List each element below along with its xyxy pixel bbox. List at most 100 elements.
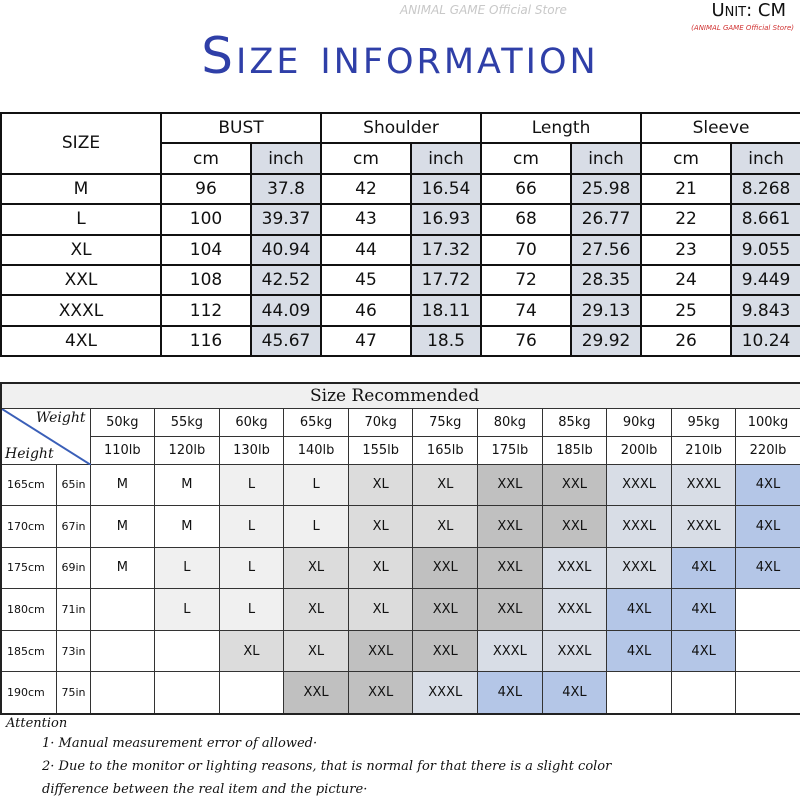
- size-cell: [154, 671, 220, 715]
- cm-cell: 47: [320, 324, 412, 358]
- size-cell: 4XL: [477, 671, 543, 715]
- weight-label: Weight: [35, 409, 86, 426]
- inch-cell: 25.98: [570, 172, 643, 206]
- size-cell: XL: [347, 463, 414, 507]
- size-cell: XL: [412, 463, 479, 507]
- group-header: Shoulder: [319, 111, 483, 145]
- table-row: 175cm 69in M L L XL XL XXL XXL XXXL XXXL 4XL 4XL: [0, 546, 800, 590]
- weight-kg-header: 65kg: [283, 407, 349, 437]
- size-cell: XL: [347, 505, 414, 548]
- size-cell: [218, 671, 285, 715]
- inch-cell: 28.35: [570, 263, 643, 297]
- unit-header-inch: inch: [409, 142, 483, 175]
- size-cell: M: [89, 463, 156, 507]
- size-cell: M: [89, 546, 156, 590]
- weight-kg-header: 80kg: [477, 407, 543, 437]
- notes: Attention 1· Manual measurement error of…: [6, 716, 611, 801]
- unit-header-inch: inch: [570, 142, 643, 175]
- inch-cell: 39.37: [250, 203, 322, 236]
- title-row: Size Recommended: [0, 382, 800, 409]
- inch-cell: 9.055: [730, 233, 800, 266]
- size-cell: L: [283, 505, 349, 548]
- size-cell: M: [154, 463, 220, 507]
- weight-kg-header: 90kg: [606, 407, 672, 437]
- unit-header-cm: cm: [480, 142, 573, 175]
- inch-cell: 37.8: [250, 172, 322, 206]
- cm-cell: 68: [480, 203, 573, 236]
- weight-lb-header: 210lb: [670, 435, 737, 465]
- height-cm: 190cm: [0, 671, 57, 715]
- size-cell: XXXL: [412, 671, 479, 715]
- size-cell: [735, 588, 800, 631]
- size-cell: M: [0, 172, 162, 206]
- size-cell: XXL: [477, 463, 543, 507]
- height-cm: 175cm: [0, 546, 57, 590]
- size-cell: XXXL: [606, 505, 672, 548]
- table-row: 4XL 116 45.67 47 18.5 76 29.92 26 10.24: [0, 324, 800, 358]
- unit-label: Unit: CM: [711, 0, 786, 21]
- size-cell: 4XL: [735, 546, 800, 590]
- height-in: 67in: [55, 505, 91, 548]
- unit-header-cm: cm: [320, 142, 412, 175]
- cm-cell: 21: [640, 172, 733, 206]
- height-cm: 180cm: [0, 588, 57, 631]
- size-cell: 4XL: [541, 671, 608, 715]
- size-cell: XXXL: [0, 294, 162, 327]
- size-cell: XXL: [283, 671, 349, 715]
- size-cell: [89, 671, 156, 715]
- inch-cell: 18.11: [409, 294, 483, 327]
- weight-lb-header: 200lb: [606, 435, 672, 465]
- cm-cell: 104: [160, 233, 252, 266]
- inch-cell: 27.56: [570, 233, 643, 266]
- size-cell: L: [218, 546, 285, 590]
- table-row: M 96 37.8 42 16.54 66 25.98 21 8.268: [0, 172, 800, 206]
- note-item: 1· Manual measurement error of allowed·: [42, 736, 318, 751]
- weight-lb-row: 110lb 120lb 130lb 140lb 155lb 165lb 175lb 185lb…: [1, 435, 800, 465]
- size-cell: XL: [347, 546, 414, 590]
- inch-cell: 10.24: [730, 324, 800, 358]
- table-row: 190cm 75in XXL XXL XXXL 4XL 4XL: [0, 671, 800, 715]
- header-row-groups: SIZE BUST Shoulder Length Sleeve: [0, 111, 800, 175]
- size-cell: 4XL: [670, 629, 737, 673]
- weight-kg-header: 100kg: [735, 407, 800, 437]
- store-label: (ANIMAL GAME Official Store): [691, 24, 794, 32]
- size-cell: 4XL: [606, 629, 672, 673]
- unit-header-cm: cm: [640, 142, 733, 175]
- cm-cell: 76: [480, 324, 573, 358]
- size-cell: XXXL: [670, 505, 737, 548]
- note-continuation: difference between the real item and the…: [42, 782, 368, 797]
- size-cell: L: [0, 203, 162, 236]
- cm-cell: 46: [320, 294, 412, 327]
- notes-heading: Attention: [6, 716, 68, 731]
- size-cell: XXL: [347, 629, 414, 673]
- page-title: Size information: [201, 27, 599, 85]
- size-cell: XXL: [347, 671, 414, 715]
- height-cm: 170cm: [0, 505, 57, 548]
- table-row: L 100 39.37 43 16.93 68 26.77 22 8.661: [0, 203, 800, 236]
- weight-kg-row: Weight Height 50kg 55kg 60kg 65kg 70kg 75kg 80kg…: [0, 407, 800, 465]
- height-cm: 185cm: [0, 629, 57, 673]
- inch-cell: 16.93: [409, 203, 483, 236]
- inch-cell: 16.54: [409, 172, 483, 206]
- size-cell: XXL: [0, 263, 162, 297]
- table-row: XXXL 112 44.09 46 18.11 74 29.13 25 9.843: [0, 294, 800, 327]
- inch-cell: 17.32: [409, 233, 483, 266]
- table-title: Size Recommended: [0, 382, 800, 409]
- note-item: 2· Due to the monitor or lighting reason…: [42, 759, 612, 774]
- table-row: XL 104 40.94 44 17.32 70 27.56 23 9.055: [0, 233, 800, 266]
- inch-cell: 18.5: [409, 324, 483, 358]
- group-header: Length: [480, 111, 643, 145]
- weight-lb-header: 175lb: [477, 435, 543, 465]
- weight-lb-header: 155lb: [347, 435, 414, 465]
- weight-kg-header: 55kg: [154, 407, 220, 437]
- cm-cell: 22: [640, 203, 733, 236]
- weight-height-corner: Weight Height: [0, 407, 91, 465]
- size-cell: 4XL: [606, 588, 672, 631]
- size-cell: XXXL: [541, 588, 608, 631]
- inch-cell: 8.661: [730, 203, 800, 236]
- weight-kg-header: 70kg: [347, 407, 414, 437]
- height-in: 71in: [55, 588, 91, 631]
- cm-cell: 42: [320, 172, 412, 206]
- size-cell: 4XL: [0, 324, 162, 358]
- cm-cell: 24: [640, 263, 733, 297]
